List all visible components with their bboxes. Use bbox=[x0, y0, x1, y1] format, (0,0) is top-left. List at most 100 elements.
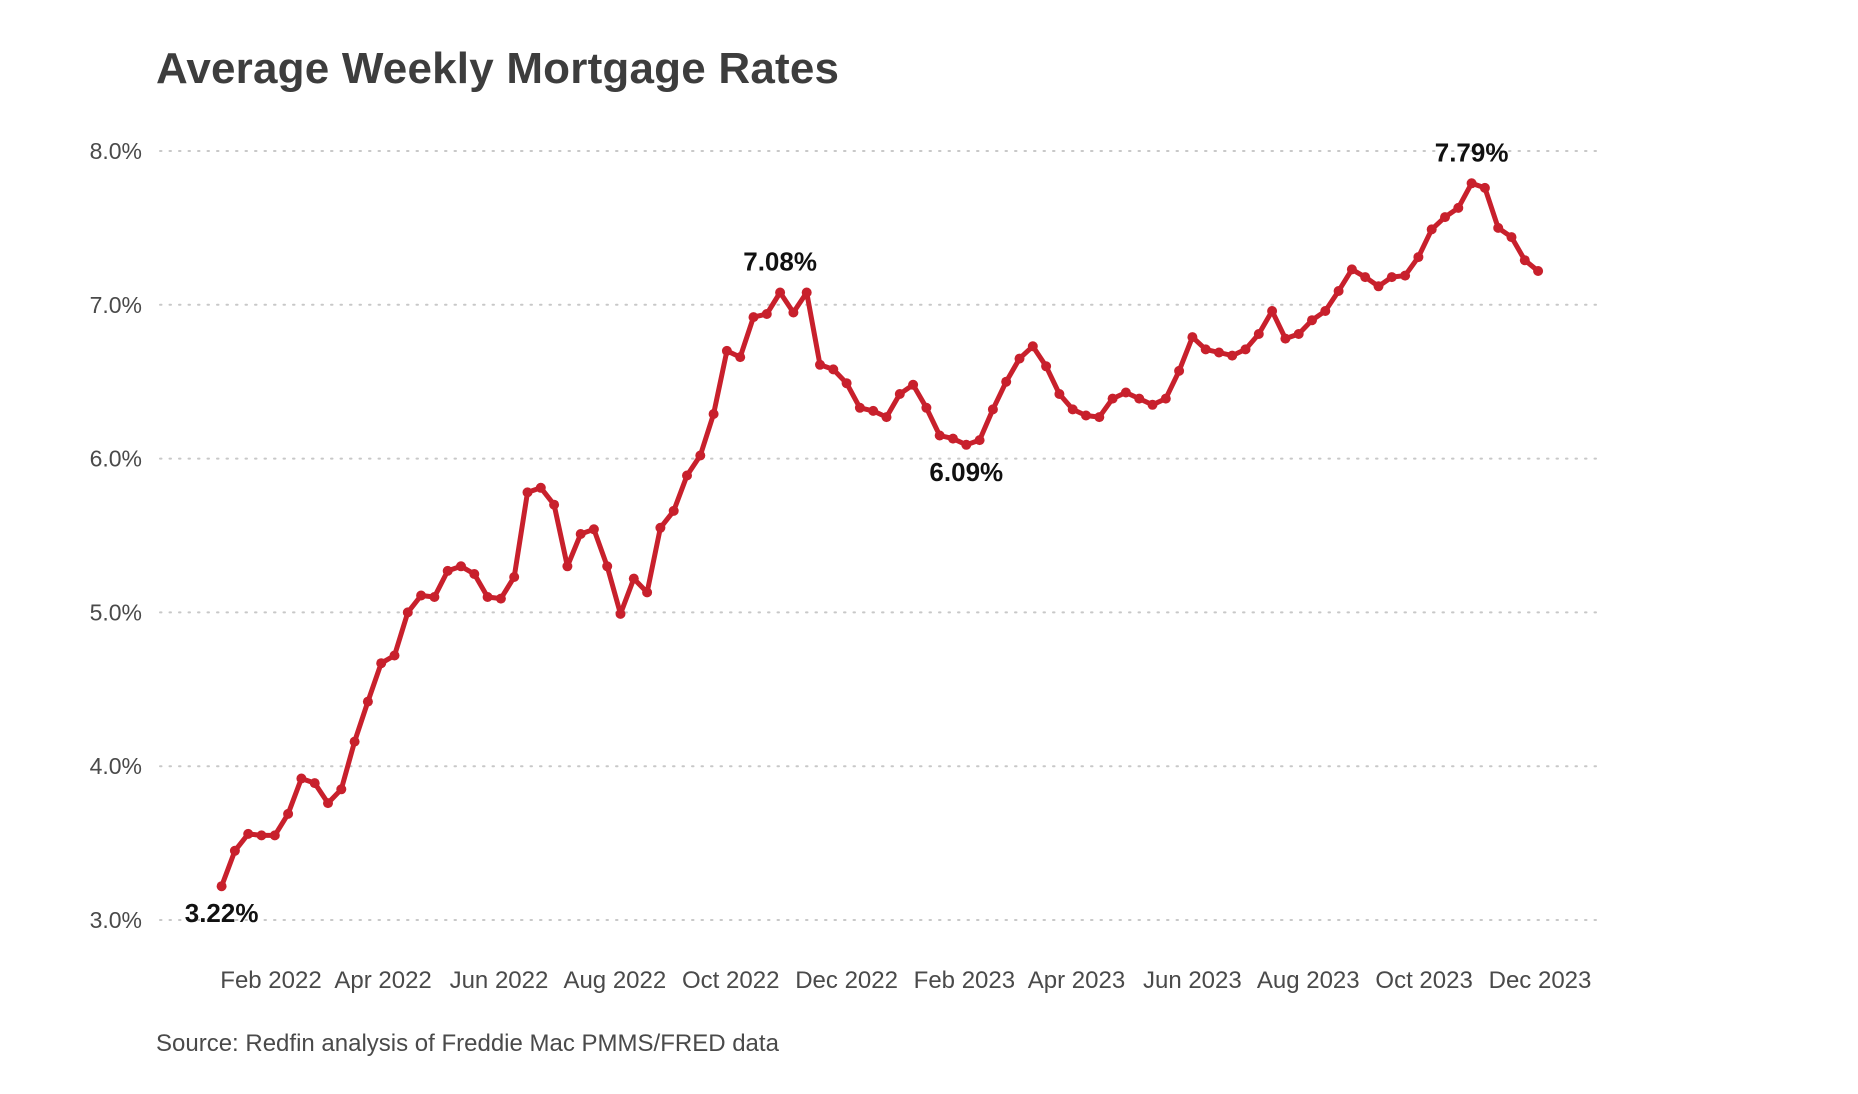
x-tick-label: Dec 2022 bbox=[795, 967, 898, 994]
x-tick-label: Feb 2023 bbox=[914, 967, 1015, 994]
data-point bbox=[1240, 344, 1251, 355]
data-point bbox=[1280, 333, 1291, 344]
data-point bbox=[256, 830, 267, 841]
data-point bbox=[269, 830, 280, 841]
data-point bbox=[1041, 361, 1052, 372]
data-label: 3.22% bbox=[185, 898, 259, 928]
x-tick-label: Aug 2022 bbox=[563, 967, 666, 994]
x-tick-label: Oct 2023 bbox=[1375, 967, 1472, 994]
x-tick-label: Apr 2023 bbox=[1028, 967, 1125, 994]
data-point bbox=[761, 309, 772, 319]
data-point bbox=[708, 409, 719, 419]
series-line bbox=[219, 180, 1541, 889]
data-point bbox=[336, 784, 347, 795]
data-point bbox=[894, 389, 905, 399]
data-point bbox=[456, 561, 466, 572]
data-point bbox=[908, 379, 919, 390]
data-label: 7.08% bbox=[743, 246, 817, 276]
data-point bbox=[974, 435, 985, 446]
data-point bbox=[682, 470, 692, 481]
data-point bbox=[349, 736, 360, 747]
y-axis-ticks: 3.0% 4.0% 5.0% 6.0% 7.0% 8.0% bbox=[90, 138, 142, 933]
data-point bbox=[1187, 332, 1198, 343]
data-point bbox=[1214, 347, 1224, 358]
data-point bbox=[1466, 178, 1477, 189]
data-point bbox=[416, 590, 427, 601]
data-point bbox=[748, 312, 759, 323]
x-axis-ticks: Feb 2022 Apr 2022 Jun 2022 Aug 2022 Oct 2022… bbox=[220, 967, 1591, 994]
data-point bbox=[828, 364, 839, 375]
data-point bbox=[881, 412, 892, 423]
data-point bbox=[323, 798, 333, 809]
x-tick-label: Feb 2022 bbox=[220, 967, 321, 994]
data-point bbox=[1440, 212, 1450, 223]
series-rate bbox=[216, 178, 1544, 892]
data-point bbox=[469, 569, 480, 579]
data-point bbox=[801, 287, 812, 298]
data-label: 7.79% bbox=[1435, 137, 1509, 167]
data-point bbox=[854, 402, 865, 413]
y-tick-label: 8.0% bbox=[90, 138, 142, 164]
data-point bbox=[1160, 393, 1171, 404]
data-label: 6.09% bbox=[929, 457, 1003, 487]
data-point bbox=[1134, 393, 1145, 404]
data-point bbox=[1147, 399, 1158, 410]
data-point bbox=[509, 572, 520, 582]
data-point bbox=[1174, 365, 1185, 376]
x-tick-label: Dec 2023 bbox=[1489, 967, 1592, 994]
data-point bbox=[1346, 264, 1357, 275]
data-point bbox=[495, 593, 506, 604]
data-point bbox=[1094, 412, 1105, 423]
y-tick-label: 5.0% bbox=[90, 599, 142, 625]
data-point bbox=[376, 658, 387, 669]
source-note: Source: Redfin analysis of Freddie Mac P… bbox=[156, 1030, 779, 1057]
data-point bbox=[987, 404, 998, 415]
data-point bbox=[948, 433, 958, 444]
data-point bbox=[1107, 393, 1118, 404]
data-point bbox=[429, 592, 440, 602]
gridlines bbox=[159, 150, 1601, 921]
data-point bbox=[1227, 350, 1238, 361]
data-point bbox=[815, 359, 825, 370]
data-point bbox=[216, 881, 227, 892]
data-point bbox=[841, 378, 852, 389]
data-point bbox=[442, 565, 453, 576]
data-point bbox=[1081, 410, 1091, 421]
y-tick-label: 6.0% bbox=[90, 446, 142, 472]
data-point bbox=[575, 529, 586, 539]
data-point bbox=[588, 524, 599, 535]
data-point bbox=[921, 402, 932, 413]
data-point bbox=[668, 505, 679, 516]
data-point bbox=[1027, 341, 1038, 352]
data-point bbox=[549, 499, 560, 510]
data-point bbox=[628, 573, 639, 584]
data-point bbox=[362, 696, 373, 707]
data-point bbox=[1067, 404, 1078, 415]
data-point bbox=[615, 608, 626, 619]
data-point bbox=[562, 561, 573, 572]
data-point bbox=[1386, 272, 1397, 283]
data-point bbox=[961, 439, 972, 450]
data-point bbox=[1267, 306, 1278, 316]
data-point bbox=[402, 607, 413, 618]
data-point bbox=[296, 773, 307, 784]
data-point bbox=[522, 487, 533, 498]
data-point bbox=[1320, 306, 1331, 316]
data-point bbox=[229, 845, 240, 856]
data-point bbox=[1253, 329, 1264, 339]
data-point bbox=[1014, 353, 1025, 364]
data-point bbox=[788, 307, 799, 318]
data-point bbox=[1120, 387, 1131, 398]
data-point bbox=[735, 352, 746, 363]
data-point bbox=[535, 482, 546, 493]
data-point bbox=[1400, 270, 1411, 281]
data-point bbox=[1506, 232, 1517, 243]
data-point bbox=[642, 587, 653, 598]
data-point bbox=[1533, 266, 1544, 276]
data-point bbox=[868, 405, 879, 416]
y-tick-label: 7.0% bbox=[90, 292, 142, 318]
data-point bbox=[1054, 389, 1065, 399]
data-point bbox=[695, 450, 706, 461]
data-point bbox=[1519, 255, 1530, 266]
annotations: 3.22% 7.08% 6.09% 7.79% bbox=[185, 137, 1509, 928]
